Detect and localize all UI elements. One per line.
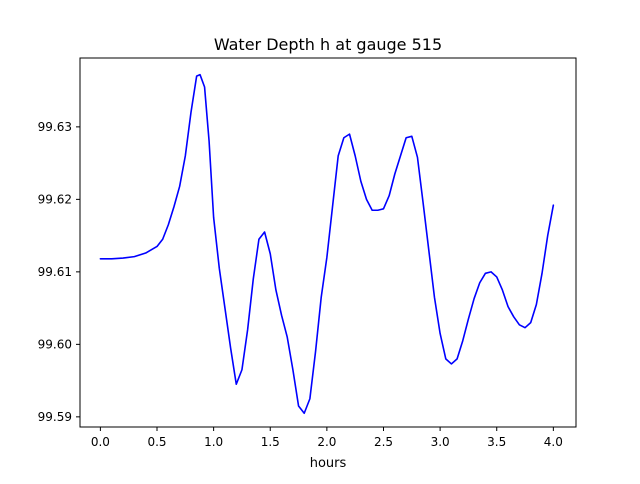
x-tick-label-1: 0.5 — [147, 435, 166, 449]
x-tick-label-3: 1.5 — [261, 435, 280, 449]
x-tick-label-7: 3.5 — [487, 435, 506, 449]
y-tick-label-4: 99.63 — [38, 120, 72, 134]
x-tick-label-5: 2.5 — [374, 435, 393, 449]
chart-title: Water Depth h at gauge 515 — [214, 35, 442, 54]
y-tick-label-2: 99.61 — [38, 265, 72, 279]
x-tick-label-4: 2.0 — [317, 435, 336, 449]
x-tick-label-8: 4.0 — [544, 435, 563, 449]
plot-area — [99, 73, 555, 415]
x-tick-label-2: 1.0 — [204, 435, 223, 449]
x-axis: 0.0 0.5 1.0 1.5 2.0 2.5 3.0 3.5 4.0 — [91, 427, 563, 449]
y-axis: 99.59 99.60 99.61 99.62 99.63 — [38, 120, 80, 424]
axes-frame — [79, 57, 577, 428]
y-tick-label-0: 99.59 — [38, 410, 72, 424]
x-tick-label-0: 0.0 — [91, 435, 110, 449]
x-tick-label-6: 3.0 — [431, 435, 450, 449]
y-tick-label-3: 99.62 — [38, 192, 72, 206]
x-axis-label: hours — [310, 456, 347, 471]
y-tick-label-1: 99.60 — [38, 337, 72, 351]
series-line-0 — [99, 73, 555, 415]
